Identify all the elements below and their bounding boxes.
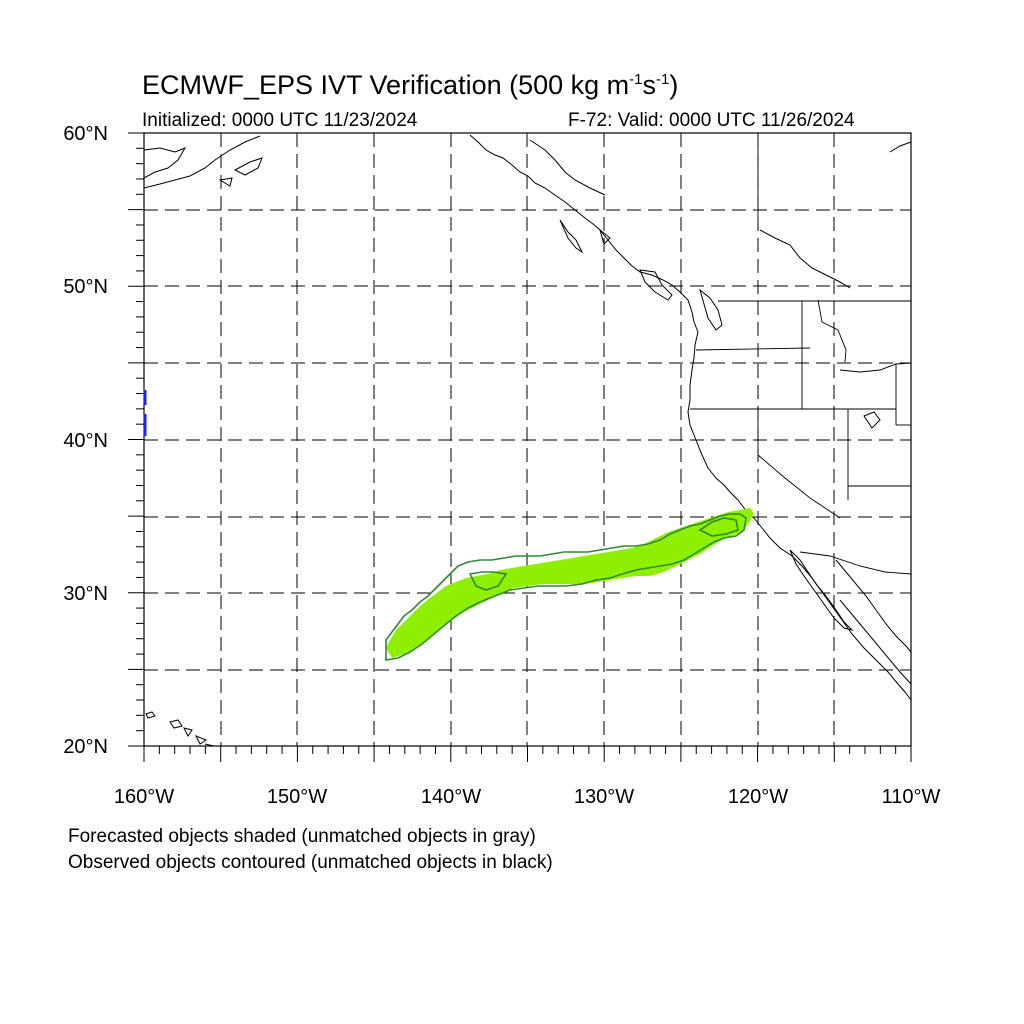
lon-label-130w: 130°W [573,786,635,808]
coastlines [143,134,912,747]
legend-observed-note: Observed objects contoured (unmatched ob… [68,852,553,873]
valid-time: F-72: Valid: 0000 UTC 11/26/2024 [568,110,855,131]
observed-ivt-contour [385,513,747,661]
lat-label-40: 40°N [63,430,108,452]
forecast-ivt-object [386,508,754,658]
initialized-time: Initialized: 0000 UTC 11/23/2024 [142,110,418,131]
lon-label-160w: 160°W [113,786,175,808]
map-title: ECMWF_EPS IVT Verification (500 kg m-1s-… [142,70,679,100]
lon-label-120w: 120°W [727,786,789,808]
lon-label-110w: 110°W [881,786,941,808]
lat-label-60: 60°N [63,123,108,145]
lat-label-30: 30°N [63,583,108,605]
lat-label-50: 50°N [63,276,108,298]
legend-forecast-note: Forecasted objects shaded (unmatched obj… [68,826,536,847]
axis-ticks [128,132,912,762]
lon-label-150w: 150°W [266,786,328,808]
boundaries [690,133,912,575]
lon-label-140w: 140°W [420,786,482,808]
lat-label-20: 20°N [63,736,108,758]
graticule [144,133,911,746]
